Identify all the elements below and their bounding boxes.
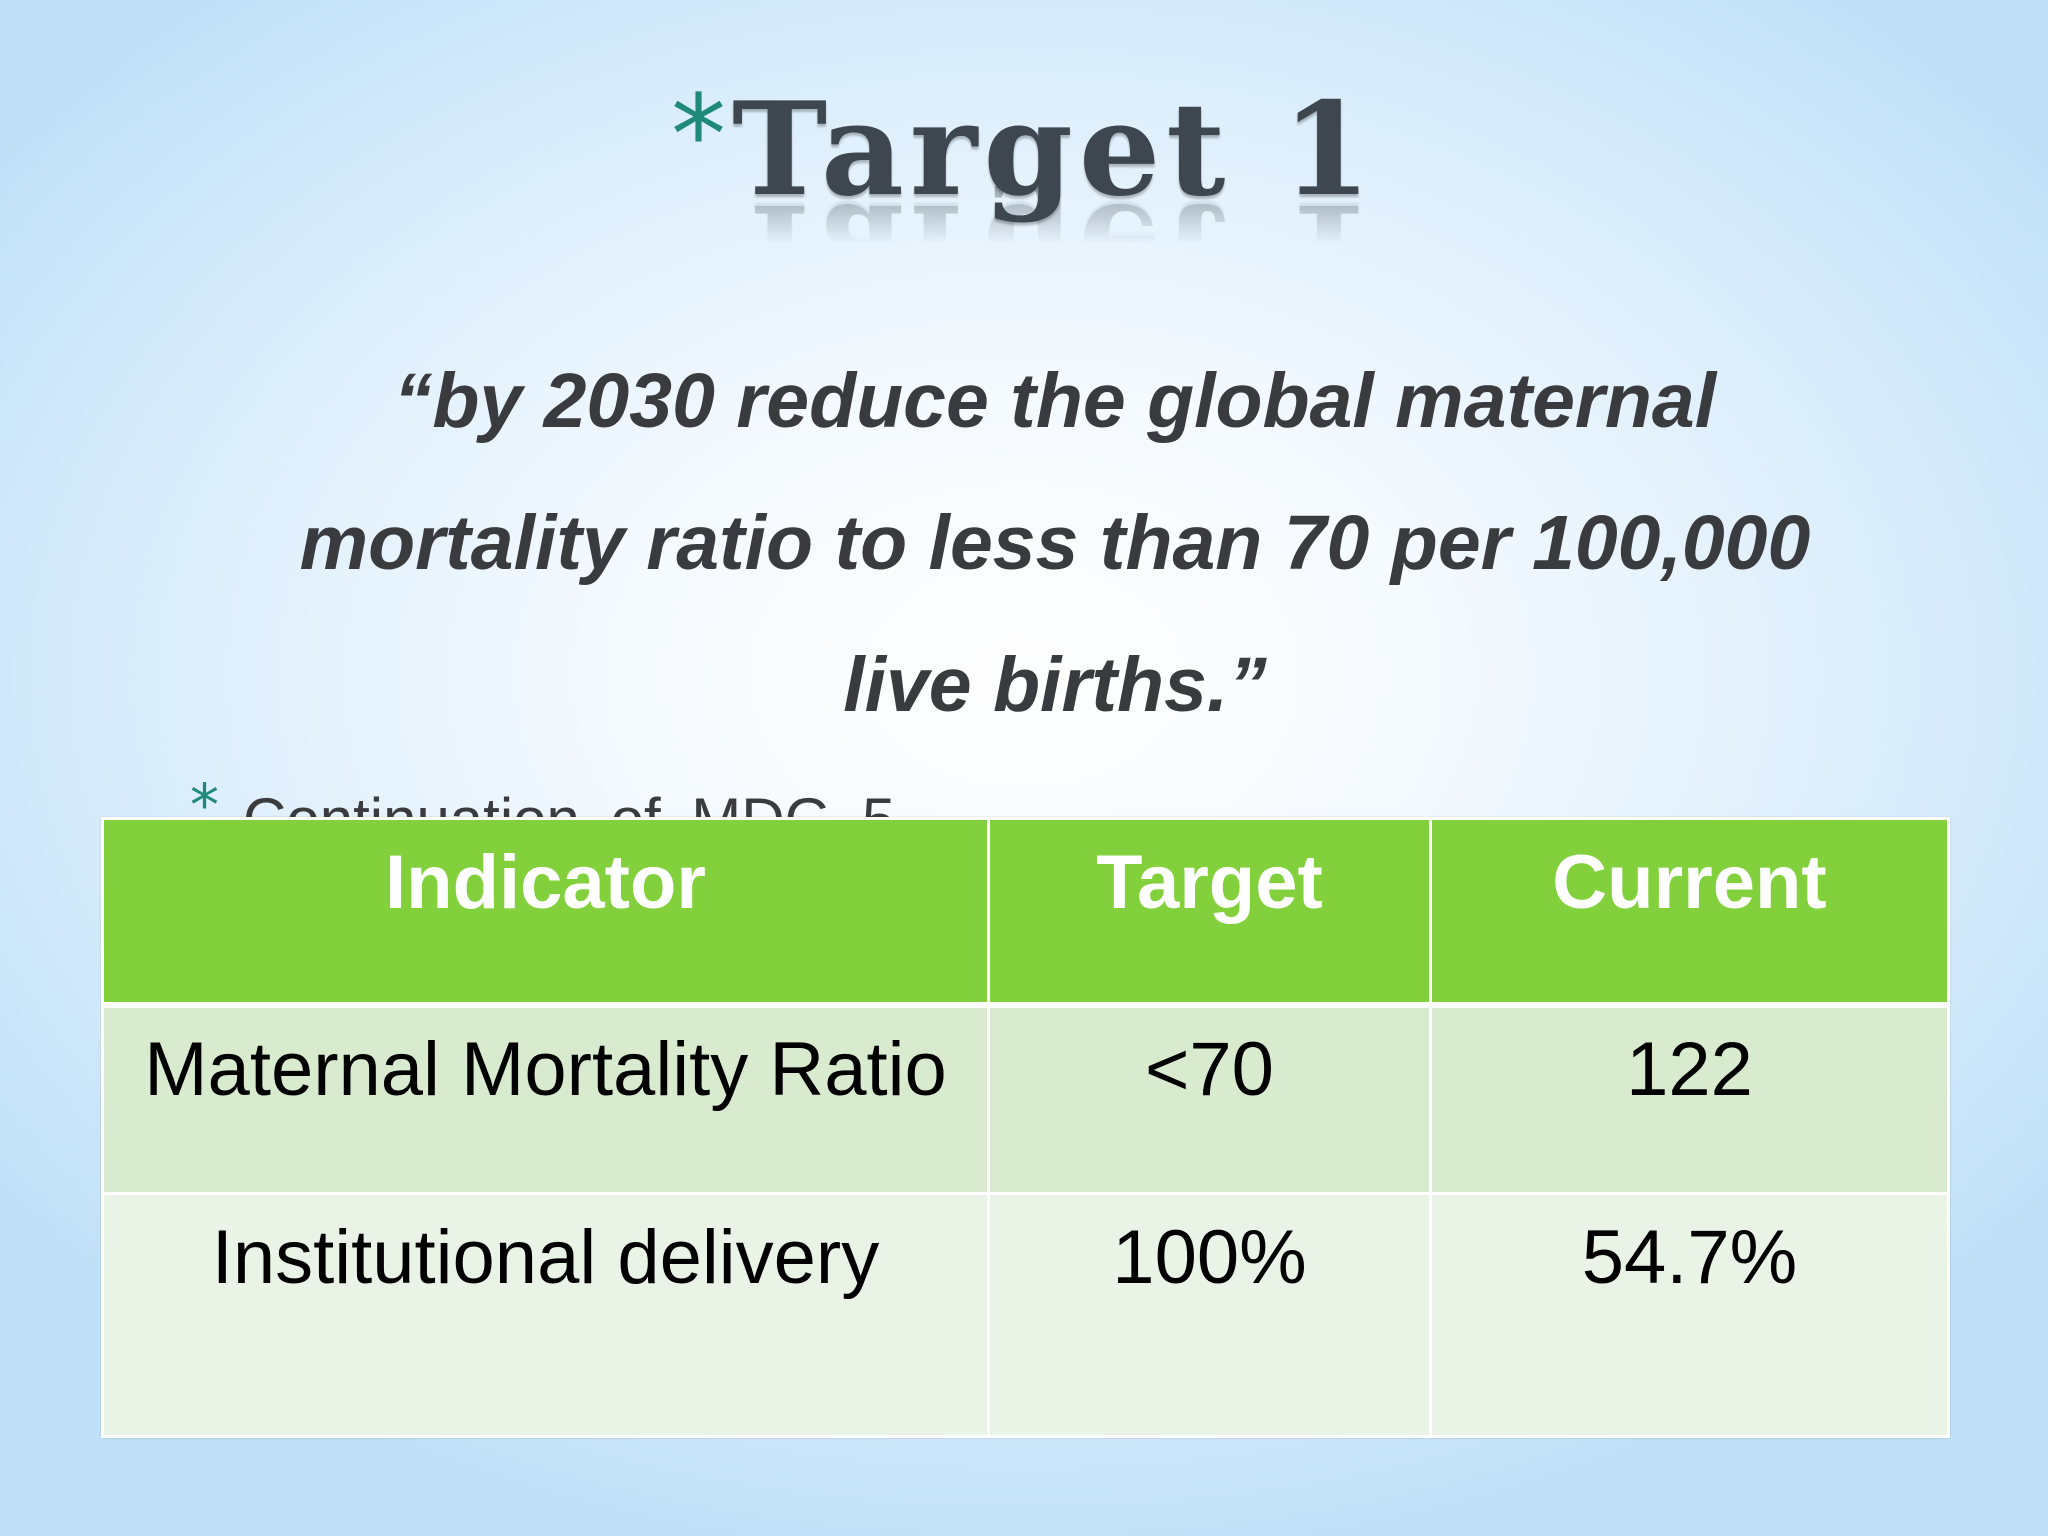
slide-title: *Target 1	[0, 75, 2048, 225]
cell-indicator: Institutional delivery	[101, 1192, 990, 1438]
table-row: Maternal Mortality Ratio <70 122	[101, 1003, 1950, 1195]
header-target: Target	[987, 817, 1432, 1008]
quote-line: mortality ratio to less than 70 per 100,…	[299, 500, 1811, 586]
table-row: Institutional delivery 100% 54.7%	[101, 1192, 1950, 1438]
asterisk-title-icon: *	[670, 71, 726, 199]
cell-indicator: Maternal Mortality Ratio	[101, 1003, 990, 1195]
quote-line: “by 2030 reduce the global maternal	[393, 358, 1717, 444]
bullet-item: * Continuation of MDG 5	[190, 770, 895, 822]
asterisk-bullet-icon: *	[190, 771, 219, 822]
header-indicator: Indicator	[101, 817, 990, 1008]
title-text: Target 1	[731, 75, 1378, 225]
cell-current: 54.7%	[1429, 1192, 1950, 1438]
cell-target: 100%	[987, 1192, 1432, 1438]
cell-target: <70	[987, 1003, 1432, 1195]
indicator-table: Indicator Target Current Maternal Mortal…	[101, 817, 1950, 1438]
cell-current: 122	[1429, 1003, 1950, 1195]
table-header-row: Indicator Target Current	[101, 817, 1950, 1008]
quote-line: live births.”	[843, 642, 1267, 728]
target-quote: “by 2030 reduce the global maternal mort…	[240, 330, 1870, 756]
bullet-text: Continuation of MDG 5	[243, 786, 896, 823]
header-current: Current	[1429, 817, 1950, 1008]
